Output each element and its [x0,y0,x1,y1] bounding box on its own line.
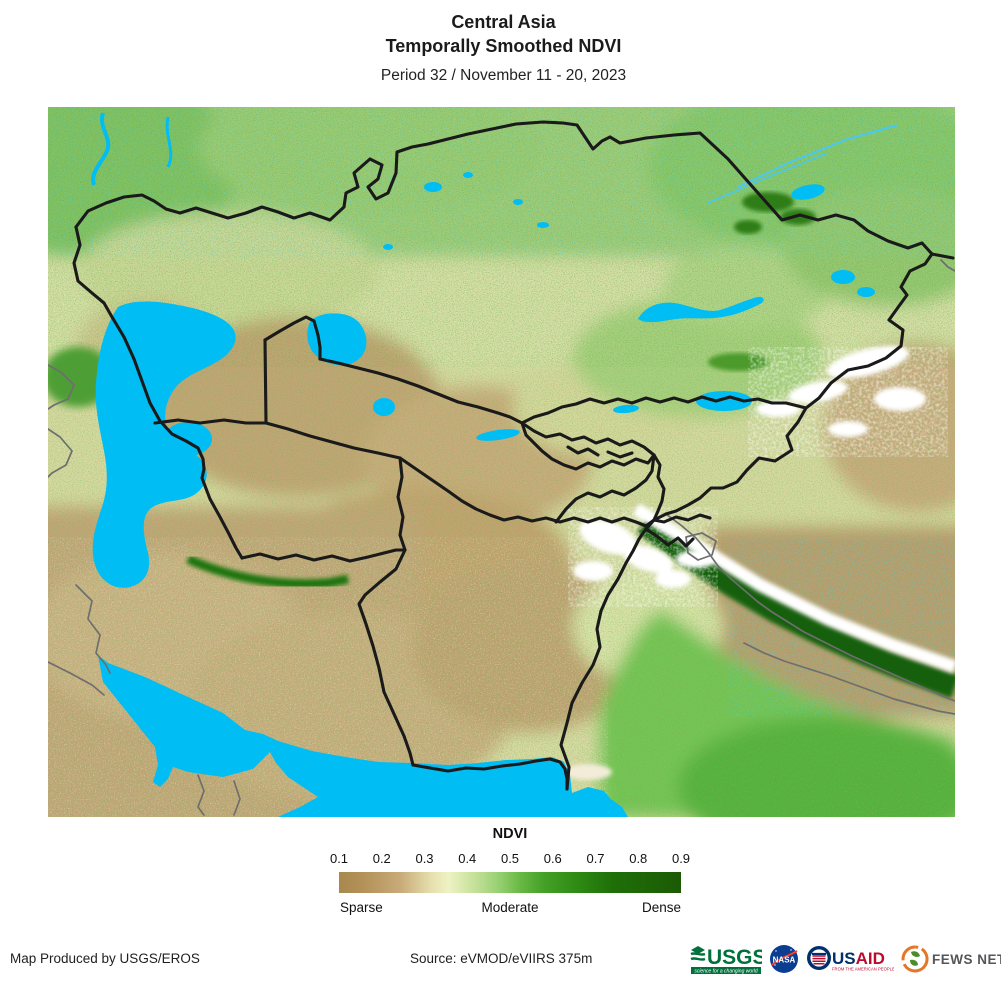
usgs-logo: USGS science for a changing world [690,946,762,975]
border-kazakhstan-turkmenistan [153,418,402,460]
usaid-logo-emblem [807,946,831,970]
legend-label-sparse: Sparse [340,900,383,915]
border-makran-coast [411,757,569,791]
usgs-logo-icon [690,946,706,961]
usgs-tagline-bar [691,967,761,974]
page-title-line2: Temporally Smoothed NDVI [385,36,622,56]
legend-title: NDVI [492,826,528,842]
borders-other-countries [48,259,955,816]
border-iran-turkmenistan [240,548,407,563]
sarygamysh [373,398,395,416]
issyk-kul [696,391,752,411]
persian-gulf-arabian-sea [98,655,628,817]
lake-zaysan [791,184,825,200]
ndvi-legend: NDVI 0.1 0.2 0.3 0.4 0.5 0.6 0.7 0.8 0.9 Sparse … [330,826,690,916]
border-ustyurt [263,338,268,425]
border-afghanistan-north [398,456,712,528]
aydar-kul [476,429,520,441]
usaid-logo-text: USAID [832,949,885,968]
header: Central Asia Temporally Smoothed NDVI Pe… [0,10,1007,85]
usaid-logo: USAID FROM THE AMERICAN PEOPLE [807,946,894,972]
borders-region-countries [72,120,955,791]
fewsnet-logo: FEWS NET [901,945,1001,973]
caspian-sea [92,301,236,588]
legend-tick-row: 0.1 0.2 0.3 0.4 0.5 0.6 0.7 0.8 0.9 [330,851,690,867]
fewsnet-logo-icon [901,945,929,973]
usgs-logo-text: USGS [707,946,762,969]
border-kazakhstan-uzbekistan [318,357,524,425]
border-kazakhstan-kyrgyzstan [520,395,808,425]
legend-label-row: Sparse Moderate Dense [339,900,681,916]
page-title-line1: Central Asia [451,12,556,32]
legend-tick: 0.6 [543,851,562,866]
lake-balkhash [638,296,764,323]
nasa-logo-text: NASA [773,956,796,965]
legend-tick: 0.3 [415,851,434,866]
kara-bogaz-gol [164,422,212,456]
nasa-red-swoosh [771,950,798,966]
border-china-west [652,252,934,522]
border-iran-afghanistan-pakistan [357,548,415,767]
usgs-tagline: science for a changing world [694,969,758,975]
legend-gradient-bar [339,872,681,893]
border-fergana [520,421,656,471]
fewsnet-logo-text: FEWS NET [932,952,1001,967]
snow-cover [564,345,955,780]
border-kazakhstan-north [74,120,955,260]
legend-tick: 0.2 [372,851,391,866]
ndvi-map [48,107,955,817]
nasa-logo: NASA [770,945,798,973]
usaid-tagline: FROM THE AMERICAN PEOPLE [832,967,894,972]
aral-sea [307,313,367,366]
produced-by-text: Map Produced by USGS/EROS [10,951,200,966]
legend-tick: 0.8 [629,851,648,866]
legend-tick: 0.9 [671,851,691,866]
legend-tick: 0.1 [329,851,349,866]
lake-speckle-north [48,107,955,257]
page-subtitle: Period 32 / November 11 - 20, 2023 [380,67,627,84]
legend-tick: 0.4 [458,851,477,866]
border-tajikistan [554,453,656,524]
source-text: Source: eVMOD/eVIIRS 375m [410,951,593,966]
legend-label-dense: Dense [641,900,681,915]
legend-tick: 0.5 [500,851,520,866]
border-pakistan-east [559,518,656,791]
nasa-logo-icon [770,945,798,973]
logo-row: USGS science for a changing world NASA U… [690,941,1001,977]
legend-label-moderate: Moderate [481,900,539,915]
water-layer [91,112,899,817]
ndvi-map-image [48,107,955,817]
legend-tick: 0.7 [586,851,605,866]
